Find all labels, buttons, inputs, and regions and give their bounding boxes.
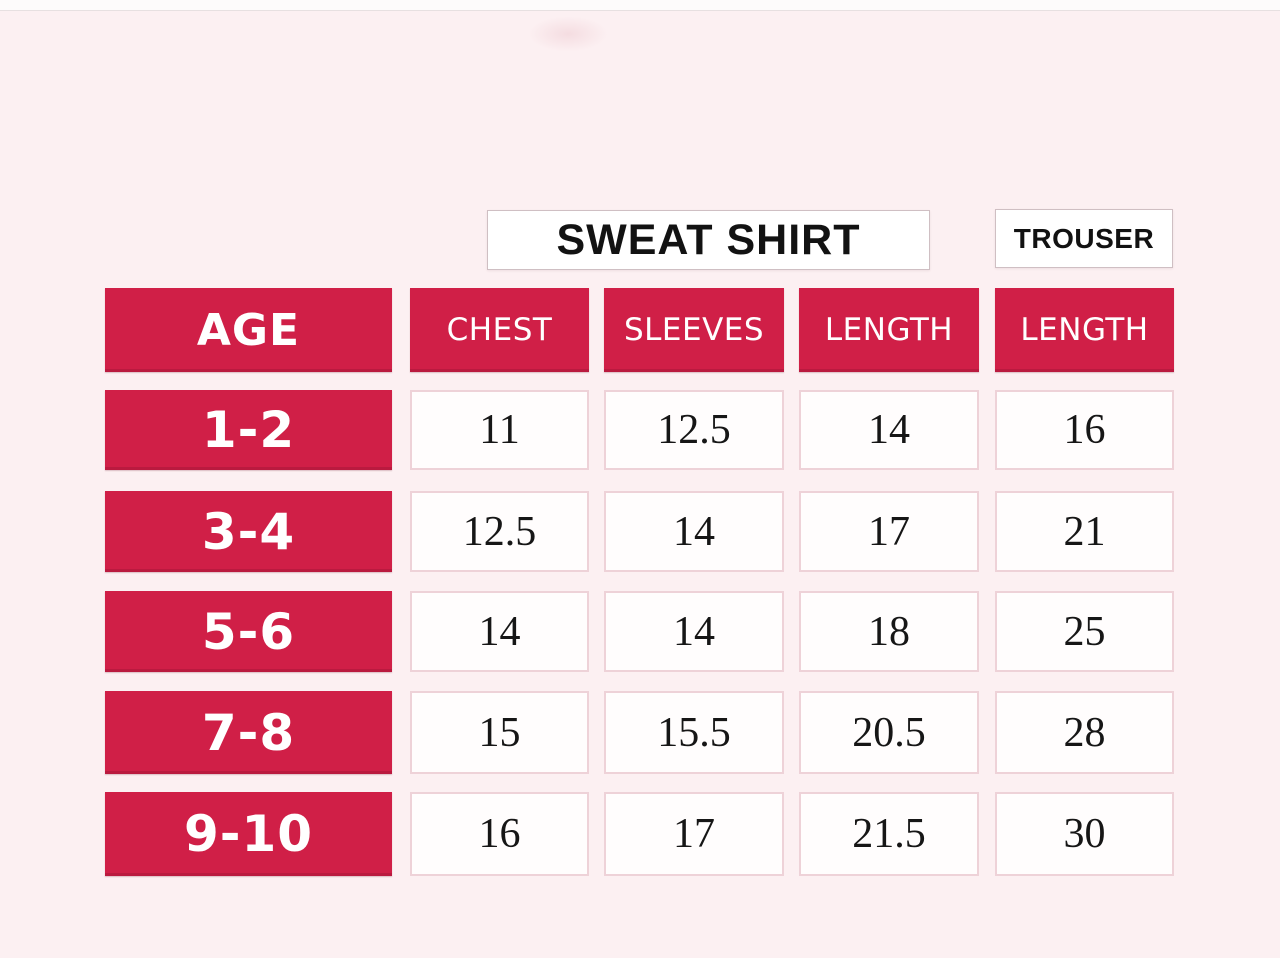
row-age-label: 7-8: [105, 691, 392, 774]
group-header-trouser-label: TROUSER: [1013, 222, 1155, 254]
cell-chest: 16: [410, 792, 589, 876]
cell-length-trouser: 25: [995, 591, 1174, 672]
cell-sleeves: 14: [604, 491, 784, 572]
cell-chest: 14: [410, 591, 589, 672]
row-age-label: 3-4: [105, 491, 392, 572]
row-age-label: 9-10: [105, 792, 392, 876]
group-header-sweat-shirt: SWEAT SHIRT: [487, 210, 930, 270]
cell-length-sweatshirt: 14: [799, 390, 979, 470]
column-header-length-trouser: LENGTH: [995, 288, 1174, 372]
column-header-age: AGE: [105, 288, 392, 372]
group-header-trouser: TROUSER: [995, 209, 1173, 268]
column-header-chest: CHEST: [410, 288, 589, 372]
cell-length-trouser: 28: [995, 691, 1174, 774]
cell-length-sweatshirt: 18: [799, 591, 979, 672]
cell-chest: 12.5: [410, 491, 589, 572]
row-age-label: 1-2: [105, 390, 392, 470]
cell-length-sweatshirt: 20.5: [799, 691, 979, 774]
cell-sleeves: 14: [604, 591, 784, 672]
cell-length-trouser: 16: [995, 390, 1174, 470]
cell-sleeves: 17: [604, 792, 784, 876]
column-header-sleeves: SLEEVES: [604, 288, 784, 372]
watermark-smudge: [528, 16, 608, 52]
cell-chest: 11: [410, 390, 589, 470]
cell-length-trouser: 30: [995, 792, 1174, 876]
cell-sleeves: 12.5: [604, 390, 784, 470]
cell-sleeves: 15.5: [604, 691, 784, 774]
row-age-label: 5-6: [105, 591, 392, 672]
top-strip: [0, 0, 1280, 11]
group-header-sweat-shirt-label: SWEAT SHIRT: [556, 215, 861, 264]
cell-length-sweatshirt: 17: [799, 491, 979, 572]
cell-length-sweatshirt: 21.5: [799, 792, 979, 876]
cell-length-trouser: 21: [995, 491, 1174, 572]
cell-chest: 15: [410, 691, 589, 774]
column-header-length-sweatshirt: LENGTH: [799, 288, 979, 372]
